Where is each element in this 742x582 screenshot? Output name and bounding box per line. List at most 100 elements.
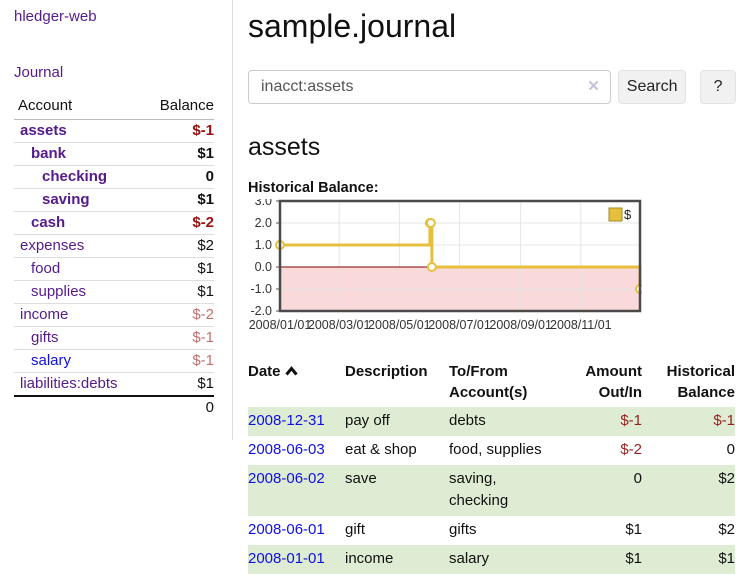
transaction-amount: $-2 <box>620 441 642 458</box>
column-header-to-from: To/From Account(s) <box>449 363 528 401</box>
transaction-accounts: saving, checking <box>449 470 509 509</box>
account-row: salary $-1 <box>14 349 214 373</box>
transaction-row: 2008-06-01 gift gifts $1 $2 <box>248 516 735 545</box>
transaction-accounts: food, supplies <box>449 441 542 458</box>
account-page-title: assets <box>248 133 321 161</box>
transaction-amount: $-1 <box>620 412 642 429</box>
account-balance: $-2 <box>142 303 214 327</box>
account-link-bank[interactable]: bank <box>31 145 67 162</box>
account-row: assets $-1 <box>14 119 214 143</box>
column-header-historical: Historical Balance <box>666 363 735 401</box>
account-link-gifts[interactable]: gifts <box>31 329 59 346</box>
register-table: Date Description To/From Account(s) Amou… <box>248 359 735 574</box>
transaction-date-link[interactable]: 2008-06-01 <box>248 521 325 538</box>
svg-text:-2.0: -2.0 <box>250 304 272 318</box>
account-row: cash $-2 <box>14 211 214 235</box>
account-link-expenses[interactable]: expenses <box>20 237 85 254</box>
accounts-table: Account Balance assets $-1 bank $1 check… <box>14 95 214 419</box>
account-row: checking 0 <box>14 165 214 189</box>
search-input[interactable] <box>248 70 612 104</box>
transaction-date-link[interactable]: 2008-01-01 <box>248 550 325 567</box>
svg-text:-1.0: -1.0 <box>250 282 272 296</box>
svg-text:2008/07/01: 2008/07/01 <box>428 318 491 332</box>
accounts-header-balance: Balance <box>142 95 214 120</box>
date-header-label: Date <box>248 363 281 380</box>
transaction-accounts: debts <box>449 412 486 429</box>
transaction-date-link[interactable]: 2008-06-02 <box>248 470 325 487</box>
account-row: liabilities:debts $1 <box>14 372 214 397</box>
main-content: sample.journal × Search ? assets Histori… <box>248 0 736 574</box>
account-balance: 0 <box>142 165 214 189</box>
account-balance: $-1 <box>142 119 214 143</box>
transaction-date-link[interactable]: 2008-06-03 <box>248 441 325 458</box>
transaction-row: 2008-01-01 income salary $1 $1 <box>248 545 735 574</box>
svg-text:2008/01/01: 2008/01/01 <box>249 318 312 332</box>
svg-text:2.0: 2.0 <box>255 216 272 230</box>
account-row: bank $1 <box>14 142 214 166</box>
svg-text:2008/05/01: 2008/05/01 <box>368 318 431 332</box>
historical-balance-chart: $3.0 2.0 1.0 0.0 -1.0 -2.0 2008/01/01 2008/03/0… <box>248 199 736 333</box>
transaction-balance: $-1 <box>713 412 735 429</box>
account-link-income[interactable]: income <box>20 306 69 323</box>
column-header-description: Description <box>345 363 428 380</box>
accounts-total-row: 0 <box>14 395 214 419</box>
account-link-supplies[interactable]: supplies <box>31 283 87 300</box>
chart-label: Historical Balance: <box>248 180 379 196</box>
account-row: saving $1 <box>14 188 214 212</box>
brand-link[interactable]: hledger-web <box>14 8 97 25</box>
transaction-description: save <box>345 470 377 487</box>
account-balance: $1 <box>142 280 214 304</box>
account-balance: $1 <box>142 372 214 397</box>
account-row: gifts $-1 <box>14 326 214 350</box>
transaction-description: income <box>345 550 394 567</box>
chart-canvas: $3.0 2.0 1.0 0.0 -1.0 -2.02008/01/012008/03/0… <box>249 199 642 332</box>
svg-text:1.0: 1.0 <box>255 238 272 252</box>
svg-text:2008/11/01: 2008/11/01 <box>550 318 612 332</box>
search-button[interactable]: Search <box>618 70 687 104</box>
transaction-description: gift <box>345 521 366 538</box>
account-balance: $2 <box>142 234 214 258</box>
account-balance: $-1 <box>142 349 214 373</box>
account-balance: $1 <box>142 257 214 281</box>
account-balance: $1 <box>142 188 214 212</box>
account-row: income $-2 <box>14 303 214 327</box>
account-link-assets[interactable]: assets <box>20 122 67 139</box>
column-header-date[interactable]: Date <box>248 359 345 407</box>
account-row: expenses $2 <box>14 234 214 258</box>
transaction-balance: $2 <box>718 470 735 487</box>
clear-search-icon[interactable]: × <box>588 76 600 97</box>
svg-text:0.0: 0.0 <box>255 260 272 274</box>
transaction-date-link[interactable]: 2008-12-31 <box>248 412 325 429</box>
accounts-header-account: Account <box>14 95 143 120</box>
account-row: food $1 <box>14 257 214 281</box>
transaction-balance: $2 <box>718 521 735 538</box>
register-header-row: Date Description To/From Account(s) Amou… <box>248 359 735 407</box>
transaction-amount: $1 <box>625 521 642 538</box>
sort-ascending-icon <box>284 361 298 382</box>
account-link-food[interactable]: food <box>31 260 61 277</box>
transaction-balance: $1 <box>718 550 735 567</box>
account-link-cash[interactable]: cash <box>31 214 66 231</box>
help-button[interactable]: ? <box>700 70 736 104</box>
sidebar-item-journal[interactable]: Journal <box>14 64 64 81</box>
account-balance: $-2 <box>142 211 214 235</box>
svg-text:2008/09/01: 2008/09/01 <box>489 318 552 332</box>
account-link-salary[interactable]: salary <box>31 352 72 369</box>
svg-text:2008/03/01: 2008/03/01 <box>308 318 371 332</box>
account-balance: $1 <box>142 142 214 166</box>
transaction-amount: 0 <box>633 470 642 487</box>
accounts-total-value: 0 <box>142 395 214 419</box>
transaction-description: pay off <box>345 412 390 429</box>
transaction-accounts: salary <box>449 550 490 567</box>
sidebar: hledger-web Journal Account Balance asse… <box>0 0 233 440</box>
account-link-checking[interactable]: checking <box>42 168 108 185</box>
page-title: sample.journal <box>248 8 457 44</box>
account-link-liabilities-debts[interactable]: liabilities:debts <box>20 375 118 392</box>
transaction-description: eat & shop <box>345 441 417 458</box>
account-balance: $-1 <box>142 326 214 350</box>
transaction-row: 2008-06-02 save saving, checking 0 $2 <box>248 465 735 516</box>
account-link-saving[interactable]: saving <box>42 191 90 208</box>
svg-text:3.0: 3.0 <box>255 199 272 208</box>
svg-text:$: $ <box>624 207 632 222</box>
transaction-balance: 0 <box>726 441 735 458</box>
